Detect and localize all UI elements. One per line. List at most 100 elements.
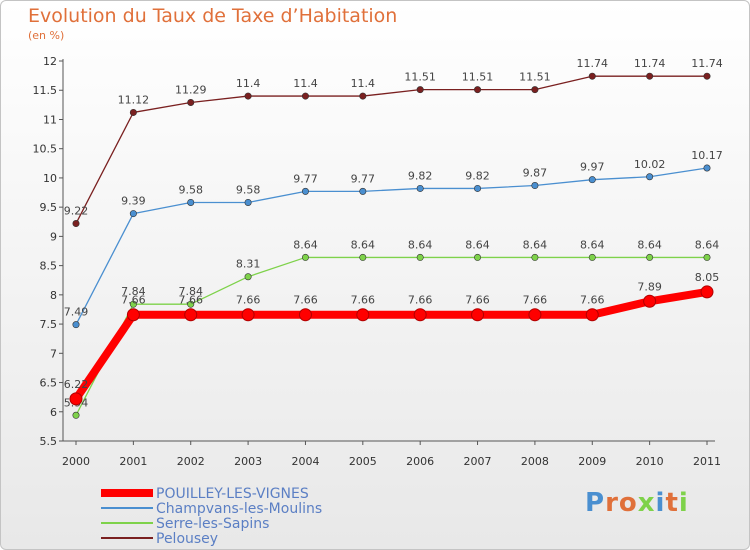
data-point [244, 198, 252, 206]
data-point [301, 187, 309, 195]
data-point [474, 184, 482, 192]
data-label: 8.64 [293, 238, 318, 251]
x-tick-label: 2001 [119, 455, 147, 468]
data-point [184, 308, 198, 322]
data-label: 11.51 [462, 71, 494, 84]
series-champvans-les-moulins: 7.49 9.39 9.58 9.58 9.77 9.77 9.82 9.82 9.87 9.97… [64, 149, 723, 329]
proxiti-logo: Proxiti [585, 488, 689, 518]
data-label: 11.74 [634, 57, 666, 70]
data-point [474, 253, 482, 261]
legend-label: Serre-les-Sapins [156, 516, 269, 532]
data-label: 9.82 [465, 169, 490, 182]
y-tick-label: 7.5 [40, 318, 58, 331]
data-point [244, 273, 252, 281]
data-point [359, 187, 367, 195]
data-label: 8.64 [465, 238, 490, 251]
series-line [75, 256, 707, 416]
data-point [588, 72, 596, 80]
legend-label: Pelousey [156, 531, 218, 547]
data-label: 7.84 [178, 285, 203, 298]
data-label: 8.64 [695, 238, 720, 251]
data-point [187, 198, 195, 206]
data-label: 7.66 [580, 294, 605, 307]
data-point [471, 308, 485, 322]
y-tick-label: 10 [43, 172, 57, 185]
data-point [585, 308, 599, 322]
data-point [69, 392, 83, 406]
chart-unit-label: (en %) [28, 29, 65, 42]
data-label: 8.64 [408, 238, 433, 251]
data-point [241, 308, 255, 322]
data-point [531, 86, 539, 94]
data-point [129, 210, 137, 218]
data-point [187, 99, 195, 107]
data-label: 9.77 [351, 172, 376, 185]
y-tick-label: 9 [50, 230, 57, 243]
data-point [413, 308, 427, 322]
data-point [531, 253, 539, 261]
legend-label: Champvans-les-Moulins [156, 501, 322, 517]
data-point [643, 294, 657, 308]
data-label: 11.4 [351, 77, 376, 90]
data-point [474, 86, 482, 94]
x-tick-label: 2004 [291, 455, 319, 468]
data-label: 8.31 [236, 258, 261, 271]
data-label: 7.66 [465, 294, 490, 307]
data-point [528, 308, 542, 322]
data-label: 7.66 [408, 294, 433, 307]
data-label: 7.89 [637, 280, 662, 293]
data-label: 10.17 [691, 149, 723, 162]
y-tick-label: 7 [50, 347, 57, 360]
data-label: 11.51 [404, 71, 436, 84]
data-label: 11.4 [293, 77, 318, 90]
data-point [646, 173, 654, 181]
x-tick-label: 2005 [349, 455, 377, 468]
data-point [356, 308, 370, 322]
data-label: 7.66 [178, 294, 203, 307]
series-serre-les-sapins: 5.947.847.848.318.648.648.648.648.648.64… [64, 238, 720, 419]
x-tick-label: 2011 [693, 455, 721, 468]
data-point [416, 86, 424, 94]
data-point [129, 108, 137, 116]
data-label: 11.74 [691, 57, 723, 70]
y-tick-label: 10.5 [33, 143, 58, 156]
data-label: 11.29 [175, 84, 207, 97]
series-line [75, 167, 708, 325]
data-label: 6.22 [64, 378, 89, 391]
x-tick-label: 2009 [578, 455, 606, 468]
x-tick-label: 2003 [234, 455, 262, 468]
data-label: 8.05 [695, 271, 720, 284]
y-tick-label: 5.5 [40, 435, 58, 448]
y-tick-label: 11.5 [33, 84, 58, 97]
data-label: 9.77 [293, 172, 318, 185]
data-point [531, 182, 539, 190]
data-point [646, 72, 654, 80]
data-point [359, 92, 367, 100]
legend-label: POUILLEY-LES-VIGNES [156, 486, 309, 502]
y-tick-label: 11 [43, 113, 57, 126]
data-label: 9.58 [178, 183, 203, 196]
data-label: 10.02 [634, 158, 666, 171]
data-label: 7.66 [293, 294, 318, 307]
x-tick-label: 2000 [62, 455, 90, 468]
x-tick-label: 2002 [177, 455, 205, 468]
data-label: 7.66 [351, 294, 376, 307]
series-line [75, 75, 707, 224]
chart-title: Evolution du Taux de Taxe d’Habitation [28, 5, 398, 27]
data-label: 7.84 [121, 285, 146, 298]
series-pelousey: 9.22 11.12 11.29 11.4 11.4 11.4 11.51 11.51 11.5… [64, 57, 723, 228]
data-point [187, 300, 195, 308]
series-pouilley-les-vignes: 6.22 7.66 7.66 7.66 7.66 7.66 7.66 7.66 7.66 7.66… [64, 271, 720, 406]
data-point [72, 220, 80, 228]
data-point [416, 253, 424, 261]
data-point [703, 253, 711, 261]
x-tick-label: 2010 [636, 455, 664, 468]
y-tick-label: 9.5 [40, 201, 58, 214]
x-tick-label: 2006 [406, 455, 434, 468]
data-label: 11.74 [577, 57, 609, 70]
data-point [126, 308, 140, 322]
y-tick-label: 6 [50, 406, 57, 419]
data-label: 7.66 [236, 294, 261, 307]
data-point [301, 92, 309, 100]
